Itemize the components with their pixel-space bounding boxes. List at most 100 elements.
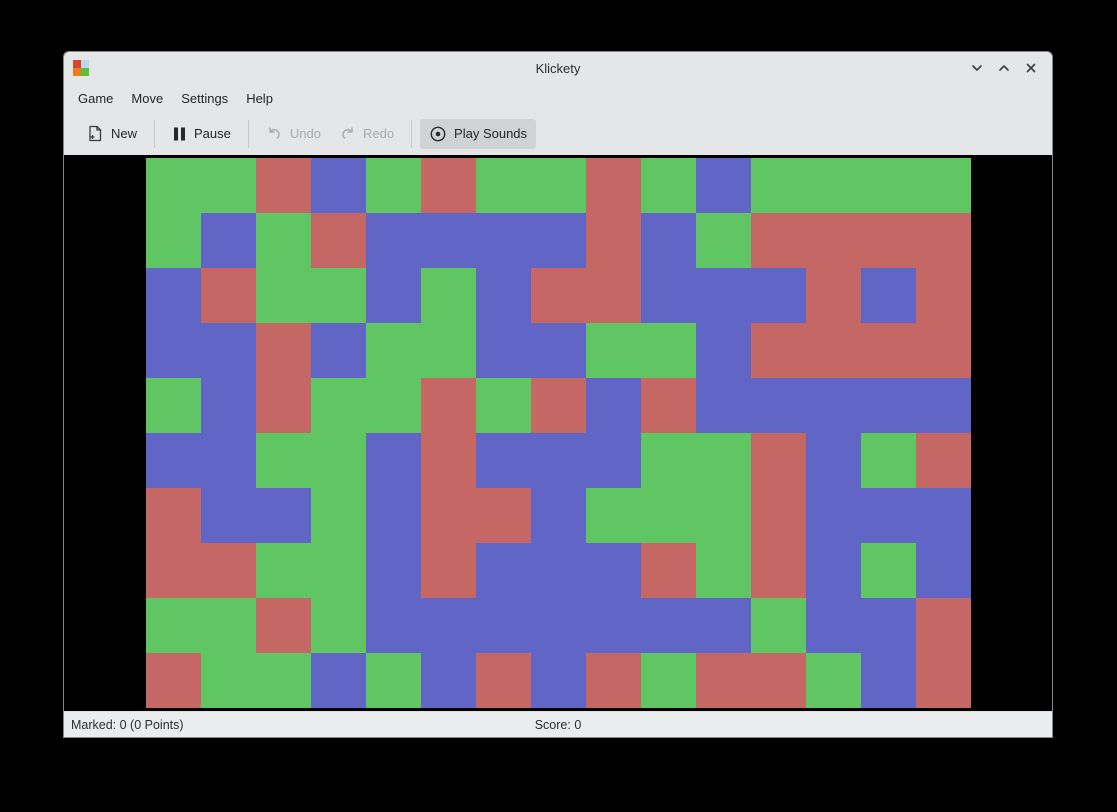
board-cell[interactable] (255, 213, 311, 268)
board-cell[interactable] (915, 543, 971, 598)
board-cell[interactable] (200, 543, 256, 598)
board-cell[interactable] (640, 268, 696, 323)
board-cell[interactable] (310, 213, 366, 268)
board-cell[interactable] (585, 543, 641, 598)
board-cell[interactable] (585, 598, 641, 653)
board-cell[interactable] (310, 158, 366, 213)
board-cell[interactable] (860, 213, 916, 268)
board-cell[interactable] (640, 543, 696, 598)
board-cell[interactable] (640, 488, 696, 543)
board-cell[interactable] (255, 653, 311, 708)
board-cell[interactable] (640, 598, 696, 653)
board-cell[interactable] (475, 268, 531, 323)
board-cell[interactable] (750, 213, 806, 268)
board-cell[interactable] (310, 598, 366, 653)
menu-settings[interactable]: Settings (181, 90, 229, 106)
board-cell[interactable] (365, 653, 421, 708)
board-cell[interactable] (750, 653, 806, 708)
board-cell[interactable] (255, 433, 311, 488)
board-cell[interactable] (200, 488, 256, 543)
board-cell[interactable] (475, 378, 531, 433)
board-cell[interactable] (145, 378, 201, 433)
redo-button[interactable]: Redo (330, 120, 403, 148)
board-cell[interactable] (695, 433, 751, 488)
board-cell[interactable] (365, 158, 421, 213)
board-cell[interactable] (145, 433, 201, 488)
board-cell[interactable] (145, 158, 201, 213)
board-cell[interactable] (750, 488, 806, 543)
board-cell[interactable] (805, 433, 861, 488)
board-cell[interactable] (420, 158, 476, 213)
minimize-icon[interactable] (968, 59, 986, 77)
board-cell[interactable] (475, 653, 531, 708)
board-cell[interactable] (585, 158, 641, 213)
board-cell[interactable] (750, 378, 806, 433)
board-cell[interactable] (640, 213, 696, 268)
board-cell[interactable] (420, 268, 476, 323)
undo-button[interactable]: Undo (257, 120, 330, 148)
board-cell[interactable] (695, 268, 751, 323)
board-cell[interactable] (805, 653, 861, 708)
close-icon[interactable] (1022, 59, 1040, 77)
board-cell[interactable] (915, 158, 971, 213)
board-cell[interactable] (200, 433, 256, 488)
menu-help[interactable]: Help (246, 90, 273, 106)
board-cell[interactable] (365, 433, 421, 488)
board-cell[interactable] (695, 598, 751, 653)
board-cell[interactable] (585, 268, 641, 323)
board-cell[interactable] (530, 378, 586, 433)
board-cell[interactable] (310, 653, 366, 708)
board-cell[interactable] (200, 653, 256, 708)
board-cell[interactable] (310, 323, 366, 378)
board-cell[interactable] (805, 598, 861, 653)
board-cell[interactable] (200, 378, 256, 433)
board-cell[interactable] (695, 158, 751, 213)
board-cell[interactable] (750, 433, 806, 488)
board-cell[interactable] (310, 268, 366, 323)
board-cell[interactable] (475, 433, 531, 488)
board-cell[interactable] (255, 158, 311, 213)
board-cell[interactable] (640, 158, 696, 213)
board-cell[interactable] (475, 543, 531, 598)
board-cell[interactable] (145, 543, 201, 598)
board-cell[interactable] (200, 213, 256, 268)
board-cell[interactable] (200, 598, 256, 653)
board-cell[interactable] (695, 323, 751, 378)
board-cell[interactable] (365, 598, 421, 653)
board-cell[interactable] (145, 268, 201, 323)
board-cell[interactable] (530, 488, 586, 543)
board-cell[interactable] (585, 488, 641, 543)
board-cell[interactable] (915, 598, 971, 653)
new-button[interactable]: New (78, 119, 146, 148)
board-cell[interactable] (915, 268, 971, 323)
board-cell[interactable] (420, 598, 476, 653)
play-sounds-toggle[interactable]: Play Sounds (420, 118, 537, 149)
board-cell[interactable] (530, 433, 586, 488)
board-cell[interactable] (585, 653, 641, 708)
board-cell[interactable] (695, 213, 751, 268)
board-cell[interactable] (475, 323, 531, 378)
title-bar[interactable]: Klickety (64, 52, 1052, 84)
board-cell[interactable] (530, 323, 586, 378)
board-cell[interactable] (530, 543, 586, 598)
board-cell[interactable] (805, 213, 861, 268)
board-cell[interactable] (420, 323, 476, 378)
board-cell[interactable] (365, 543, 421, 598)
board-cell[interactable] (420, 543, 476, 598)
board-cell[interactable] (255, 268, 311, 323)
board-cell[interactable] (750, 598, 806, 653)
board-cell[interactable] (915, 488, 971, 543)
maximize-icon[interactable] (995, 59, 1013, 77)
board-cell[interactable] (695, 653, 751, 708)
board-cell[interactable] (805, 268, 861, 323)
pause-button[interactable]: Pause (163, 120, 240, 148)
board-cell[interactable] (585, 433, 641, 488)
board-cell[interactable] (310, 488, 366, 543)
board-cell[interactable] (145, 653, 201, 708)
board-cell[interactable] (585, 323, 641, 378)
board-cell[interactable] (145, 598, 201, 653)
board-cell[interactable] (860, 598, 916, 653)
board-cell[interactable] (530, 653, 586, 708)
board-cell[interactable] (530, 268, 586, 323)
board-cell[interactable] (860, 543, 916, 598)
